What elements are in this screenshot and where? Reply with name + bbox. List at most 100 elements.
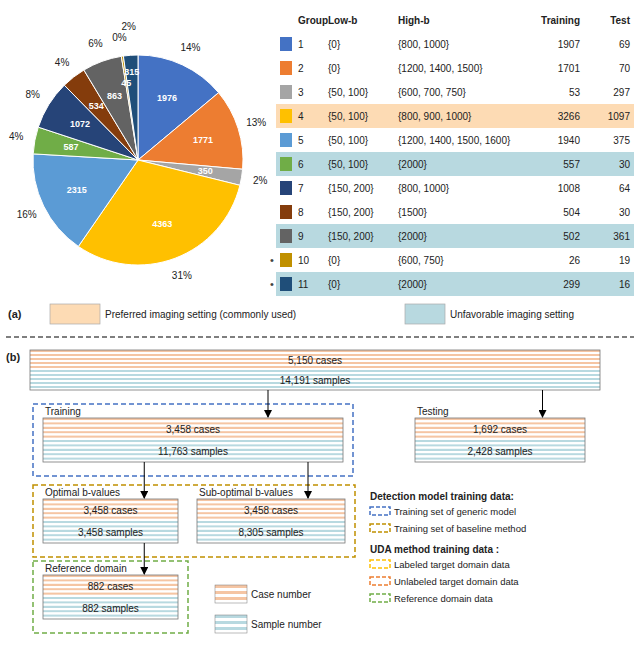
dataset-frame <box>33 404 353 476</box>
key-swatch <box>50 304 100 324</box>
row-marker: • <box>270 254 274 266</box>
stripe <box>197 521 345 523</box>
table-cell: 297 <box>613 87 630 98</box>
panel-label: (a) <box>8 308 22 320</box>
group-icon <box>280 61 292 75</box>
row-highlight <box>276 272 634 296</box>
box-border <box>30 350 600 390</box>
stripe <box>215 600 247 603</box>
stripe <box>415 442 585 444</box>
pie <box>33 55 243 265</box>
table-cell: 8 <box>298 207 304 218</box>
table-cell: {600, 750} <box>398 255 444 266</box>
case-label: 3,458 cases <box>166 424 220 435</box>
stripe <box>215 594 247 597</box>
stripe <box>215 621 247 624</box>
pie-percent-label: 4% <box>55 57 70 68</box>
table-cell: 502 <box>563 231 580 242</box>
table-cell: 1097 <box>608 111 631 122</box>
stripe <box>215 615 247 618</box>
stripe <box>43 519 178 521</box>
table-header: Training <box>541 15 580 26</box>
stripe <box>43 440 343 442</box>
case-label: 3,458 cases <box>244 505 298 516</box>
table-cell: {0} <box>328 279 341 290</box>
key-text: Preferred imaging setting (commonly used… <box>105 309 296 320</box>
stripe <box>43 438 343 440</box>
sample-half <box>197 521 345 543</box>
table-cell: 10 <box>298 255 310 266</box>
table-header: Test <box>610 15 630 26</box>
table-cell: 4 <box>298 111 304 122</box>
table-cell: {150, 200} <box>328 183 374 194</box>
case-half <box>197 499 345 521</box>
legend-swatch <box>370 560 390 568</box>
stripe <box>43 517 178 519</box>
table-cell: {1500} <box>398 207 428 218</box>
table-cell: 6 <box>298 159 304 170</box>
table-cell: {150, 200} <box>328 231 374 242</box>
table-cell: 1 <box>298 39 304 50</box>
stripe <box>215 591 247 594</box>
table-cell: 5 <box>298 135 304 146</box>
legend-text: Labeled target domain data <box>394 559 510 570</box>
stripe <box>43 501 178 503</box>
table-cell: {50, 100} <box>328 159 369 170</box>
pie-slice <box>138 93 243 170</box>
pie-slice <box>33 154 138 247</box>
stripe <box>43 593 178 595</box>
table-cell: 30 <box>619 207 631 218</box>
group-icon <box>280 37 292 51</box>
stripe <box>43 436 343 438</box>
legend-swatch <box>370 507 390 515</box>
table-cell: {50, 100} <box>328 111 369 122</box>
case-label: 3,458 cases <box>84 505 138 516</box>
group-icon <box>280 277 292 291</box>
frames <box>33 404 355 633</box>
stripe <box>43 521 178 523</box>
separator <box>6 336 634 337</box>
pie-value-label: 587 <box>63 142 78 152</box>
legend-text: Reference domain data <box>394 593 493 604</box>
group-icon <box>280 157 292 171</box>
stripe <box>30 368 600 370</box>
row-highlight <box>276 104 634 128</box>
stripe <box>30 370 600 372</box>
stripe <box>215 630 247 633</box>
group-icon <box>280 85 292 99</box>
key-a: (a) Preferred imaging setting (commonly u… <box>8 304 574 324</box>
table-cell: 1701 <box>558 63 581 74</box>
case-half <box>43 499 178 521</box>
case-label: 882 cases <box>88 581 134 592</box>
pie-percent-label: 2% <box>121 21 136 32</box>
key-text: Unfavorable imaging setting <box>450 309 574 320</box>
sample-half <box>30 370 600 390</box>
pie-value-label: 534 <box>89 101 104 111</box>
stripe <box>43 597 178 599</box>
table-cell: 557 <box>563 159 580 170</box>
group-icon <box>280 205 292 219</box>
sample-label: 882 samples <box>82 603 139 614</box>
table-cell: {800, 1000} <box>398 183 450 194</box>
arrow <box>268 390 269 417</box>
box-border <box>197 499 345 543</box>
stripe <box>197 501 345 503</box>
arrow <box>144 543 145 574</box>
node-title: Training <box>45 406 81 417</box>
table-cell: 11 <box>298 279 309 290</box>
table-cell: 16 <box>619 279 631 290</box>
stripe-key: Case numberSample number <box>215 585 322 633</box>
stripe <box>215 618 247 621</box>
stripe <box>197 539 345 541</box>
sample-half <box>415 440 585 462</box>
table-header: Group <box>298 15 328 26</box>
table-cell: {0} <box>328 39 341 50</box>
table-cell: 9 <box>298 231 304 242</box>
nodes: 5,150 cases14,191 samples3,458 cases11,7… <box>30 350 600 619</box>
figure: 197617713504363231558710725348634531514%… <box>0 0 640 649</box>
table-cell: 7 <box>298 183 304 194</box>
stripe <box>197 523 345 525</box>
pie-percent-label: 4% <box>9 131 24 142</box>
pie-percent-label: 16% <box>17 209 37 220</box>
legend-swatch <box>370 577 390 585</box>
